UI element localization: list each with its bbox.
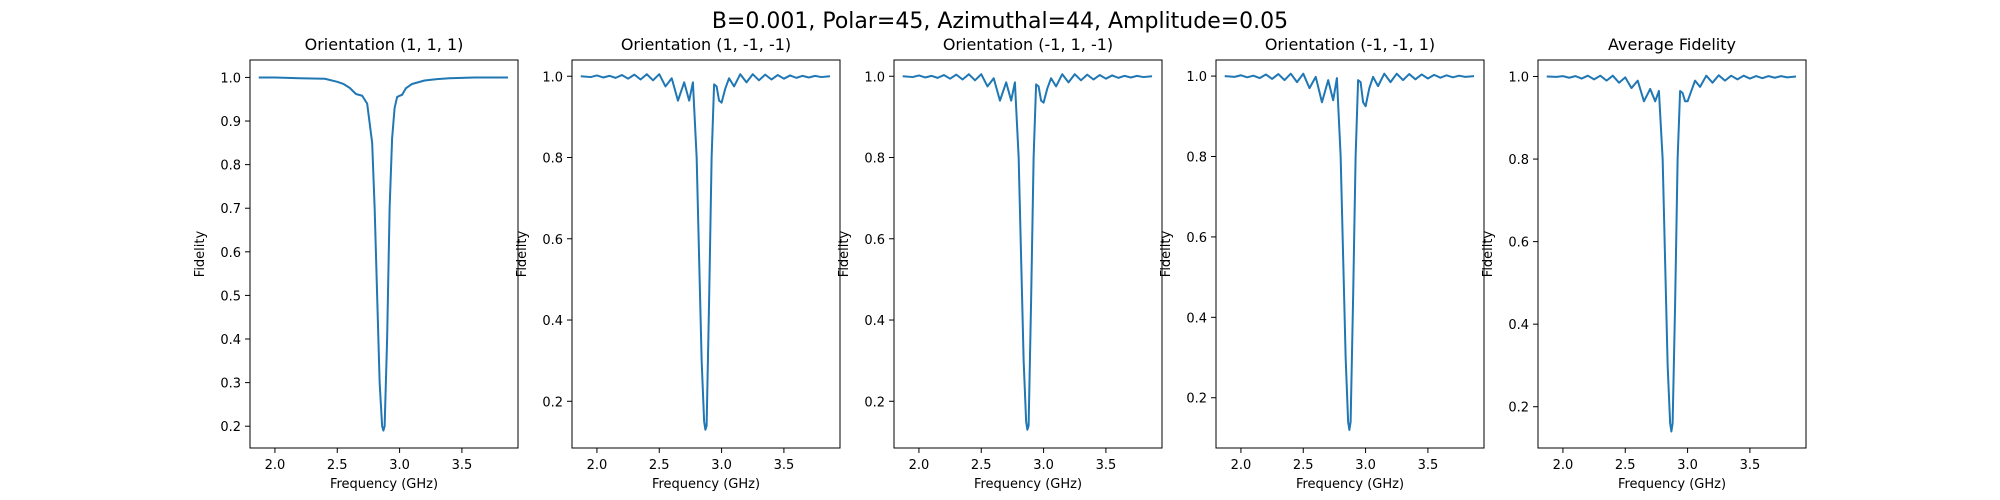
subplot-2: 2.0 2.5 3.0 3.5 0.2 0.4 0.6 0.8 1.0 Orientation (… — [515, 35, 841, 492]
x-axis-label: Frequency (GHz) — [1618, 477, 1726, 492]
subplot-5: 2.0 2.5 3.0 3.5 0.2 0.4 0.6 0.8 1.0 Average Fidel… — [1481, 35, 1807, 492]
subplots: 2.0 2.5 3.0 3.5 0.2 0.3 0.4 0.5 0.6 0.7 0.8 0.9 1.0 O… — [193, 35, 1807, 492]
series-line — [1224, 72, 1475, 431]
x-tick-label: 3.5 — [1740, 458, 1761, 473]
y-tick-label: 0.2 — [1508, 401, 1529, 416]
subplot-title: Orientation (1, -1, -1) — [621, 35, 791, 54]
x-tick-label: 2.0 — [909, 458, 930, 473]
y-tick-label: 0.6 — [220, 246, 241, 261]
y-tick-label: 0.6 — [542, 233, 563, 248]
series-line — [580, 73, 831, 431]
y-tick-label: 0.4 — [864, 314, 885, 329]
y-tick-label: 0.8 — [542, 152, 563, 167]
figure-suptitle: B=0.001, Polar=45, Azimuthal=44, Amplitu… — [712, 9, 1288, 34]
y-tick-label: 0.4 — [220, 333, 241, 348]
x-tick-label: 2.0 — [587, 458, 608, 473]
x-tick-label: 2.0 — [1553, 458, 1574, 473]
x-tick-label: 3.5 — [1096, 458, 1117, 473]
y-tick-label: 0.8 — [1508, 153, 1529, 168]
x-tick-label: 2.5 — [1293, 458, 1314, 473]
y-tick-label: 0.9 — [220, 115, 241, 130]
x-axis-label: Frequency (GHz) — [652, 477, 760, 492]
y-axis-label: Fidelity — [837, 230, 852, 277]
axes-frame — [893, 59, 1163, 449]
axes-frame — [571, 59, 841, 449]
y-tick-label: 0.5 — [220, 289, 241, 304]
y-tick-label: 0.2 — [542, 395, 563, 410]
x-tick-label: 3.5 — [1418, 458, 1439, 473]
y-tick-label: 0.2 — [1186, 392, 1207, 407]
x-tick-label: 2.5 — [649, 458, 670, 473]
y-tick-label: 0.4 — [542, 314, 563, 329]
axes-frame — [1215, 59, 1485, 449]
y-tick-label: 1.0 — [1186, 70, 1207, 85]
x-tick-label: 3.0 — [1355, 458, 1376, 473]
y-tick-label: 0.3 — [220, 377, 241, 392]
y-axis-label: Fidelity — [1481, 230, 1496, 277]
x-tick-label: 3.0 — [1033, 458, 1054, 473]
x-tick-label: 2.5 — [1615, 458, 1636, 473]
y-tick-label: 0.6 — [1186, 231, 1207, 246]
x-tick-label: 3.5 — [452, 458, 473, 473]
y-tick-label: 0.7 — [220, 202, 241, 217]
y-tick-label: 1.0 — [1508, 71, 1529, 86]
y-axis-label: Fidelity — [193, 230, 208, 277]
series-line — [258, 76, 509, 432]
y-tick-label: 0.6 — [864, 233, 885, 248]
x-tick-label: 2.0 — [1231, 458, 1252, 473]
y-tick-label: 0.4 — [1186, 311, 1207, 326]
y-tick-label: 1.0 — [542, 70, 563, 85]
x-tick-label: 2.5 — [327, 458, 348, 473]
x-tick-label: 3.0 — [389, 458, 410, 473]
x-tick-label: 3.5 — [774, 458, 795, 473]
axes-frame — [249, 59, 519, 449]
subplot-title: Average Fidelity — [1608, 35, 1736, 54]
y-tick-label: 0.8 — [1186, 150, 1207, 165]
y-axis-label: Fidelity — [515, 230, 530, 277]
axes-frame — [1537, 59, 1807, 449]
y-tick-label: 0.8 — [220, 159, 241, 174]
y-tick-label: 0.2 — [864, 395, 885, 410]
x-tick-label: 3.0 — [711, 458, 732, 473]
y-tick-label: 0.8 — [864, 152, 885, 167]
subplot-4: 2.0 2.5 3.0 3.5 0.2 0.4 0.6 0.8 1.0 Orientation (… — [1159, 35, 1485, 492]
x-tick-label: 2.0 — [265, 458, 286, 473]
subplot-1: 2.0 2.5 3.0 3.5 0.2 0.3 0.4 0.5 0.6 0.7 0.8 0.9 1.0 O… — [193, 35, 519, 492]
y-tick-label: 0.2 — [220, 420, 241, 435]
y-axis-label: Fidelity — [1159, 230, 1174, 277]
x-tick-label: 2.5 — [971, 458, 992, 473]
x-axis-label: Frequency (GHz) — [1296, 477, 1404, 492]
x-axis-label: Frequency (GHz) — [330, 477, 438, 492]
y-tick-label: 1.0 — [864, 70, 885, 85]
series-line — [1546, 74, 1797, 433]
subplot-title: Orientation (-1, 1, -1) — [943, 35, 1113, 54]
x-axis-label: Frequency (GHz) — [974, 477, 1082, 492]
x-tick-label: 3.0 — [1677, 458, 1698, 473]
y-tick-label: 1.0 — [220, 71, 241, 86]
y-tick-label: 0.6 — [1508, 236, 1529, 251]
y-tick-label: 0.4 — [1508, 318, 1529, 333]
subplot-title: Orientation (1, 1, 1) — [305, 35, 464, 54]
series-line — [902, 73, 1153, 431]
subplot-3: 2.0 2.5 3.0 3.5 0.2 0.4 0.6 0.8 1.0 Orientation (… — [837, 35, 1163, 492]
subplot-title: Orientation (-1, -1, 1) — [1265, 35, 1435, 54]
